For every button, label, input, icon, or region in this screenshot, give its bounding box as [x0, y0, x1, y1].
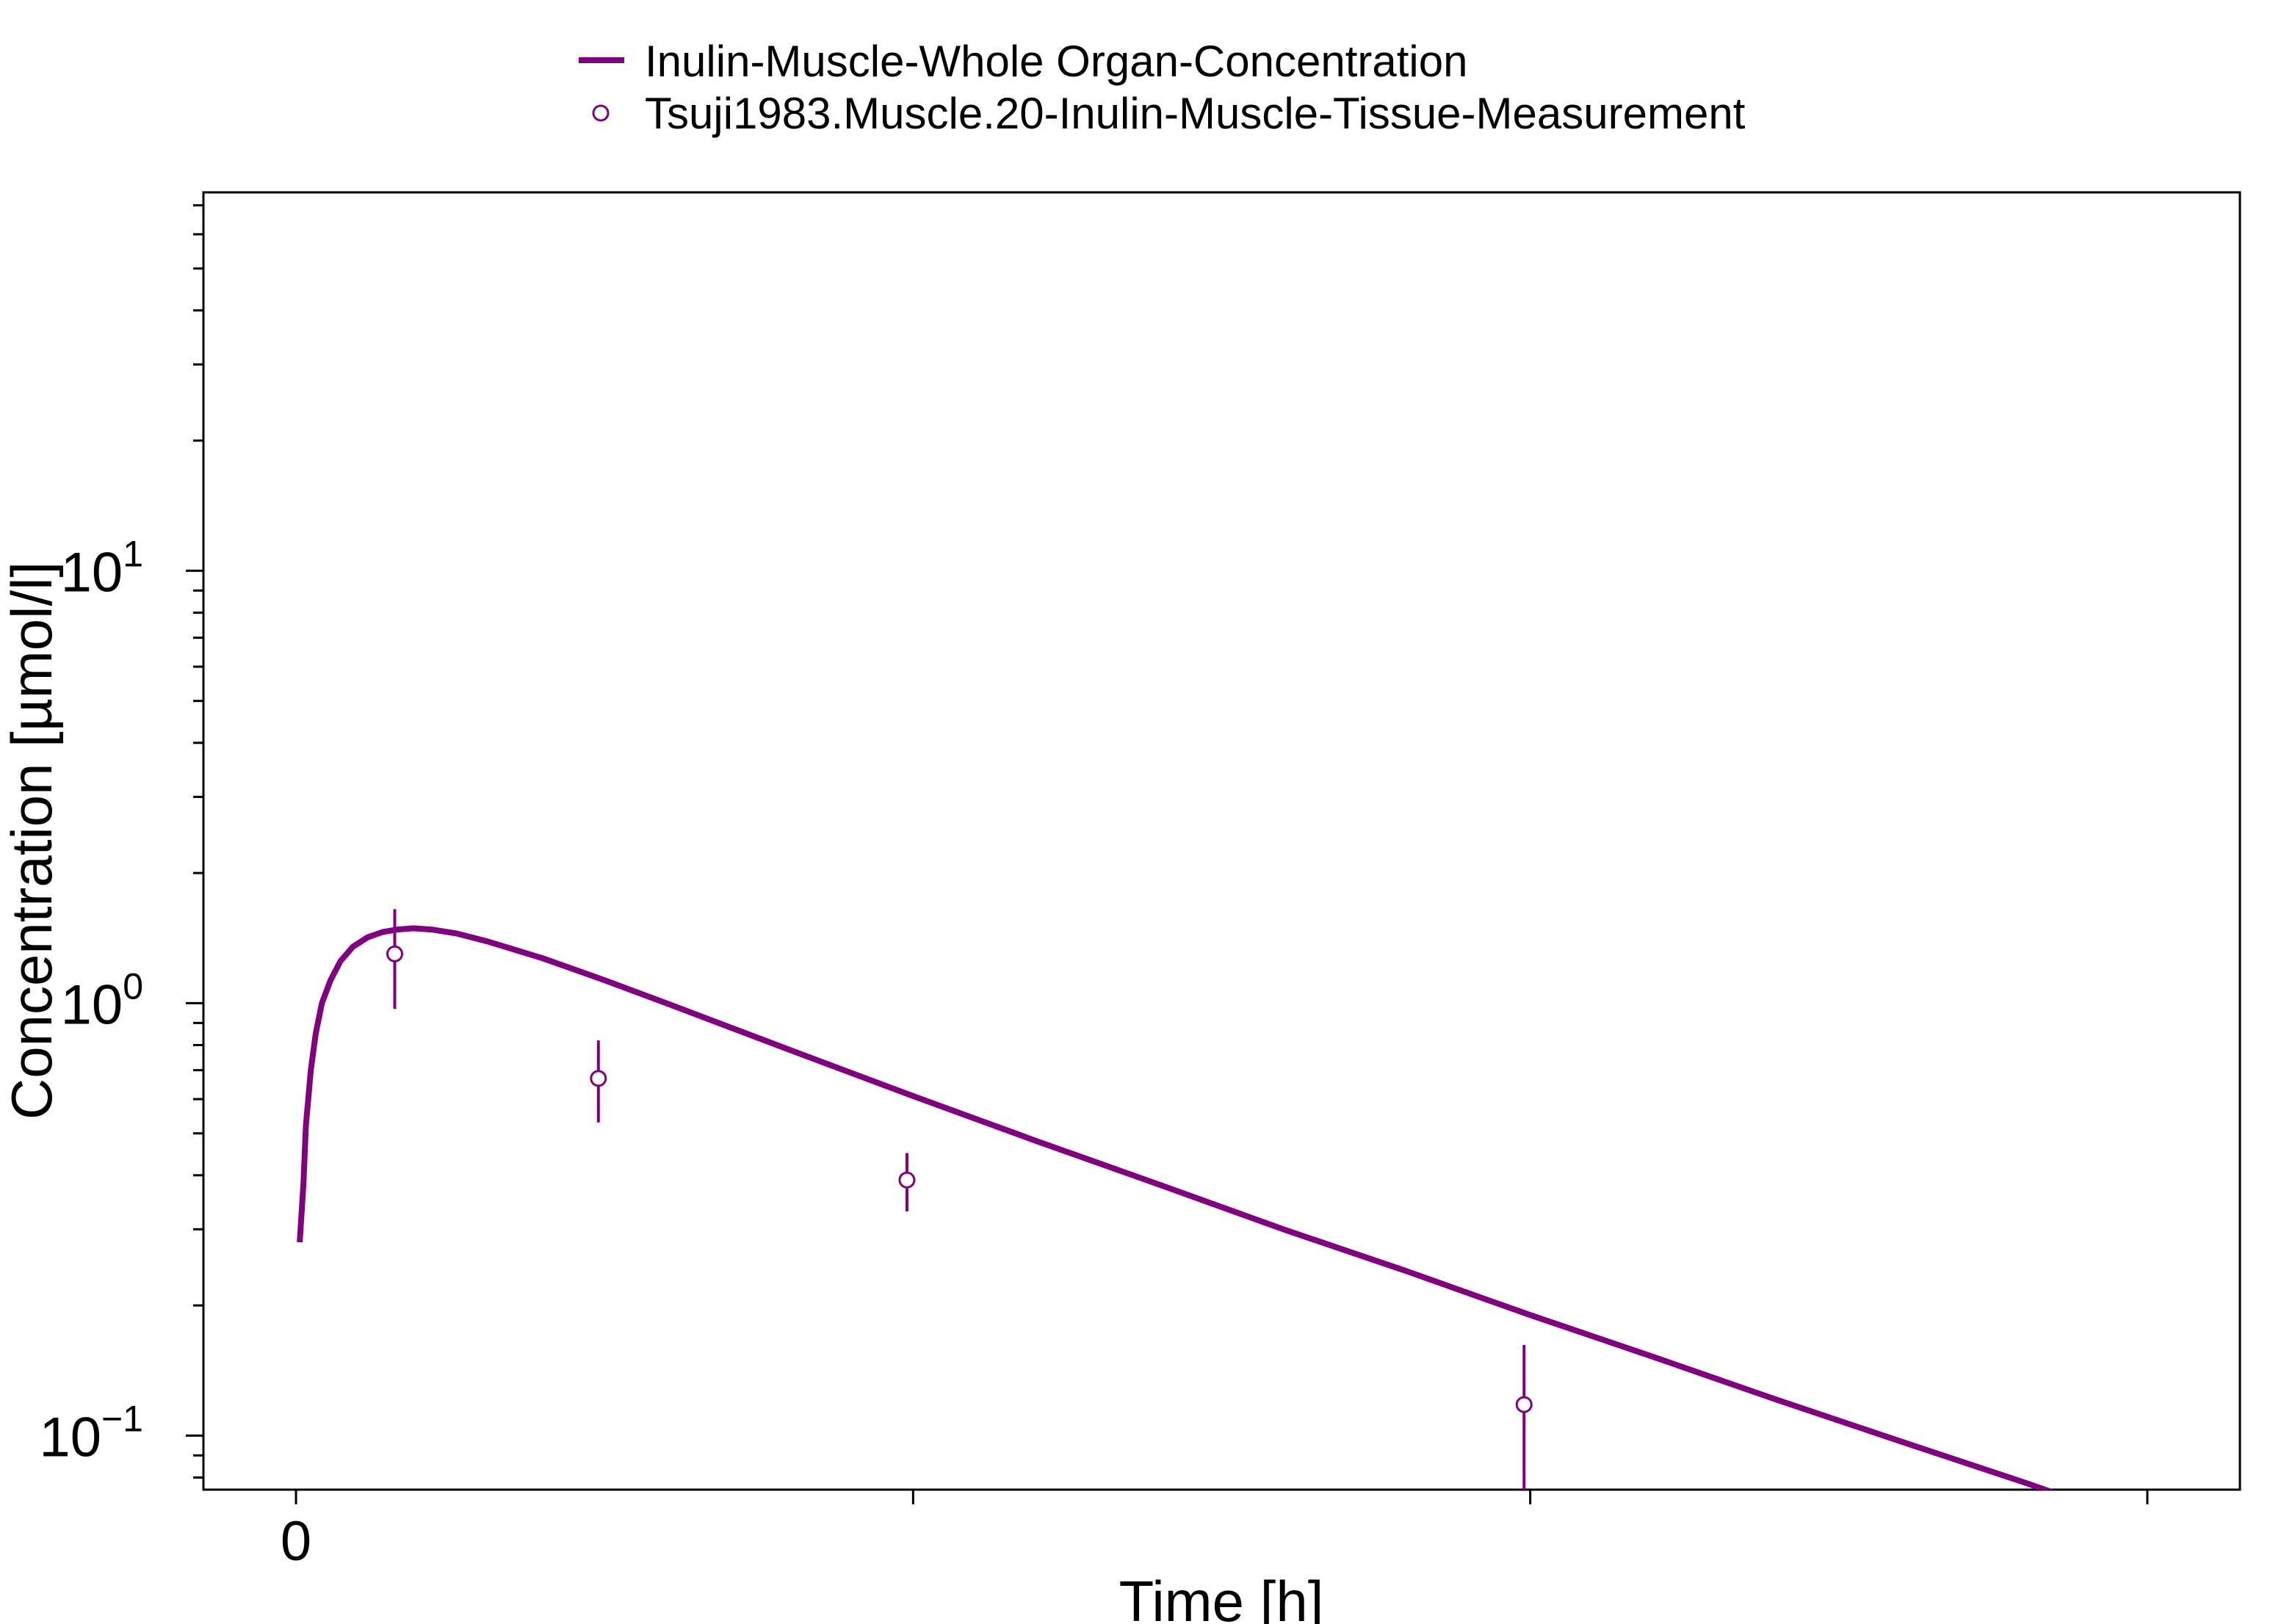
x-axis: 0 — [281, 1490, 2149, 1573]
y-tick-label: 100 — [61, 965, 143, 1036]
series-line-whole-organ-concentration — [297, 925, 2054, 1490]
x-tick-label: 0 — [281, 1510, 311, 1573]
y-axis: 10−1 100 101 — [39, 204, 203, 1479]
y-axis-title: Concentration [µmol/l] — [0, 562, 64, 1120]
legend-marker-swatch — [592, 104, 610, 122]
legend: Inulin-Muscle-Whole Organ-Concentration … — [579, 37, 1746, 138]
measurement-point — [386, 945, 403, 963]
y-tick-label: 10−1 — [39, 1398, 143, 1468]
x-axis-title: Time [h] — [1119, 1569, 1324, 1624]
measurement-point — [898, 1171, 916, 1189]
measurement-point — [590, 1070, 607, 1087]
series-layer — [297, 909, 2054, 1490]
legend-entry-scatter: Tsuji1983.Muscle.20-Inulin-Muscle-Tissue… — [645, 89, 1746, 138]
y-tick-label: 101 — [61, 533, 143, 603]
measurement-point — [1515, 1396, 1533, 1413]
legend-entry-line: Inulin-Muscle-Whole Organ-Concentration — [645, 37, 1468, 86]
plot-area — [202, 191, 2241, 1491]
